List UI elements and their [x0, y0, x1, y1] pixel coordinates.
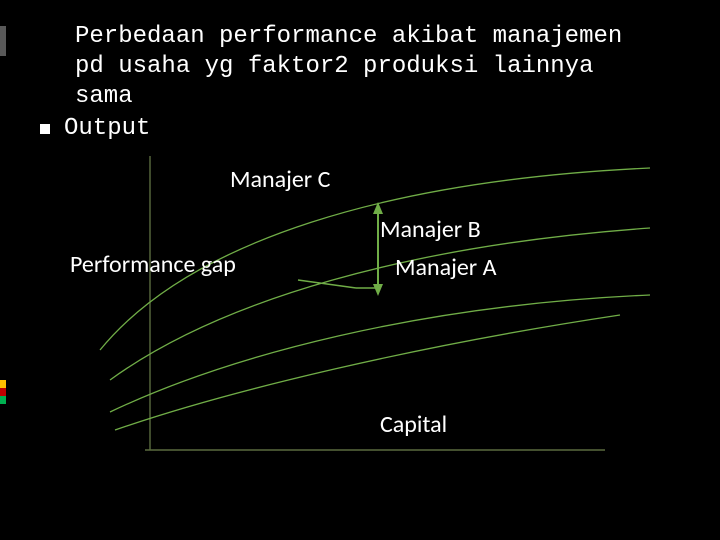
- label-manajer-a: Manajer A: [395, 253, 496, 282]
- accent-bar-red: [0, 388, 6, 396]
- accent-bar-green: [0, 396, 6, 404]
- slide-title-text: Perbedaan performance akibat manajemen p…: [75, 22, 665, 112]
- label-manajer-c: Manajer C: [230, 165, 330, 194]
- bullet-marker: [40, 124, 50, 134]
- performance-diagram: Manajer C Manajer B Manajer A Performanc…: [60, 150, 660, 500]
- slide-title: Perbedaan performance akibat manajemen p…: [75, 22, 665, 112]
- bullet-output-label: Output: [64, 115, 150, 142]
- label-manajer-b: Manajer B: [380, 215, 481, 244]
- gap-arrowhead-down: [373, 284, 383, 296]
- accent-bar-yellow: [0, 380, 6, 388]
- bullet-output: Output: [40, 115, 150, 142]
- curve-manajer-a: [110, 295, 650, 412]
- label-capital: Capital: [380, 410, 447, 439]
- diagram-svg: [60, 150, 660, 500]
- label-performance-gap: Performance gap: [70, 250, 236, 279]
- accent-bar-gray: [0, 26, 6, 56]
